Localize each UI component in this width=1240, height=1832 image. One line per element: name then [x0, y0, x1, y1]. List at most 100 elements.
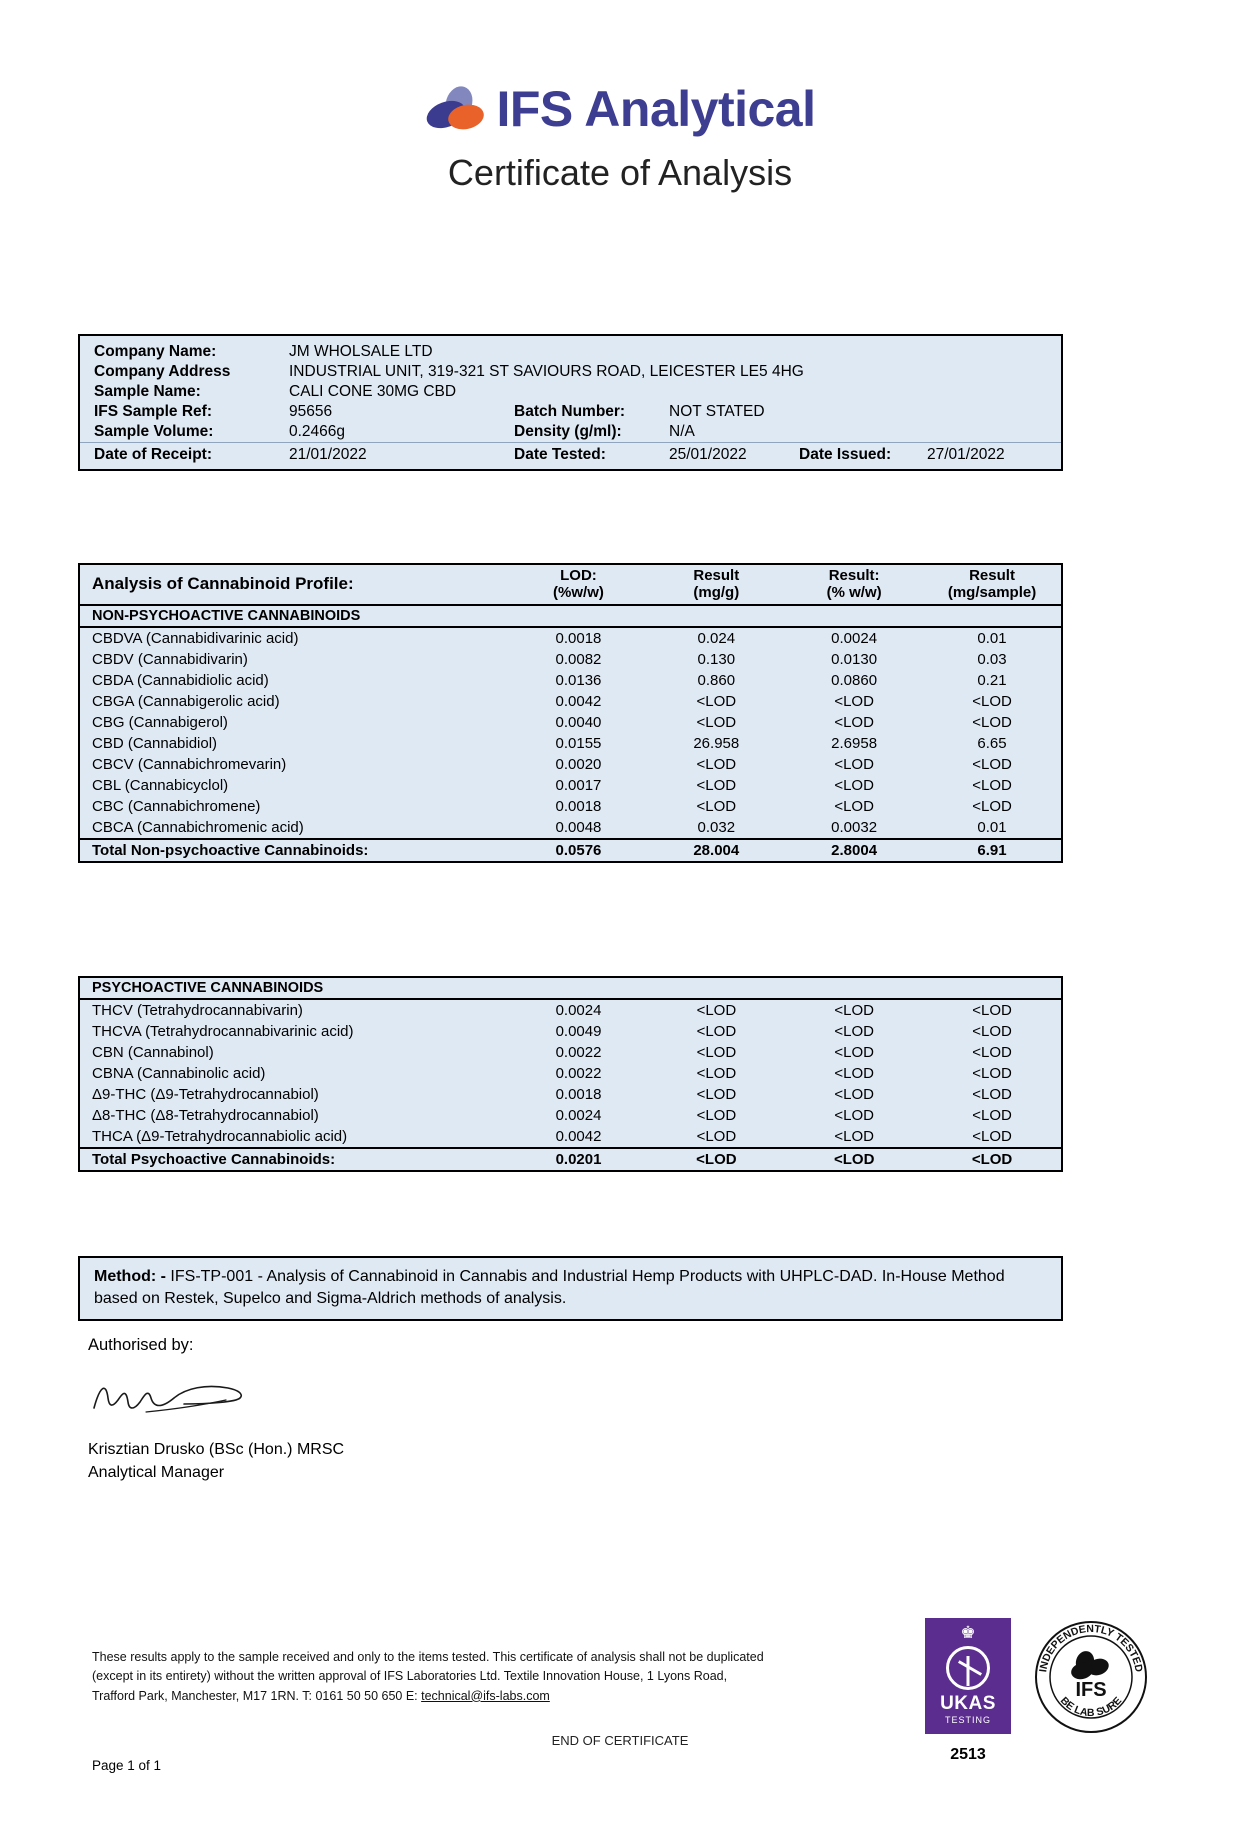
lod-value: 0.0136 [555, 671, 602, 689]
result-pct-value: <LOD [834, 755, 874, 773]
section-heading-non-psychoactive: NON-PSYCHOACTIVE CANNABINOIDS [80, 603, 1061, 628]
result-pct-value: <LOD [834, 1065, 875, 1082]
result-pct-value: <LOD [834, 1086, 875, 1103]
analyte-name: CBN (Cannabinol) [92, 1044, 214, 1061]
result-mgsample-value: 0.21 [977, 671, 1007, 689]
result-mgg-value: <LOD [696, 1128, 737, 1145]
table-row: Δ9-THC (Δ9-Tetrahydrocannabiol) 0.0018 <LO… [80, 1084, 1061, 1105]
result-pct-value: <LOD [834, 797, 874, 815]
column-header-mgsample-unit: (mg/sample) [947, 584, 1037, 602]
ifs-be-lab-sure-badge: INDEPENDENTLY TESTED BE LAB SURE IFS [1032, 1618, 1150, 1736]
lod-value: 0.0018 [555, 797, 602, 815]
info-row-sample-name: Sample Name: CALI CONE 30MG CBD [80, 382, 1061, 402]
section-heading-psychoactive: PSYCHOACTIVE CANNABINOIDS [80, 978, 1061, 1000]
result-pct-value: <LOD [834, 1128, 875, 1145]
date-tested-label: Date Tested: [514, 446, 606, 463]
result-mgg-value: 0.024 [697, 629, 736, 647]
result-pct-value: <LOD [834, 1044, 875, 1061]
table-row: CBD (Cannabidiol) 0.0155 26.958 2.6958 6.65 [80, 733, 1061, 754]
certificate-page: IFS Analytical Certificate of Analysis C… [0, 78, 1240, 1832]
analyte-name: CBCA (Cannabichromenic acid) [92, 818, 304, 836]
table-row: CBDA (Cannabidiolic acid) 0.0136 0.860 0.08… [80, 670, 1061, 691]
info-row-sample-ref: IFS Sample Ref: 95656 Batch Number: NOT … [80, 402, 1061, 422]
authorised-by-label: Authorised by: [88, 1336, 194, 1354]
result-pct-value: <LOD [834, 1107, 875, 1124]
total-row-psychoactive: Total Psychoactive Cannabinoids: 0.0201 … [80, 1147, 1061, 1170]
column-header-mgg: Result (mg/g) [647, 565, 785, 605]
result-mgg-value: 0.860 [697, 671, 736, 689]
batch-number-label: Batch Number: [514, 403, 626, 420]
result-pct-value: 0.0032 [831, 818, 878, 836]
ukas-symbol-icon [946, 1646, 990, 1690]
column-header-pct-top: Result: [828, 567, 880, 584]
ukas-accreditation-logo: ♚ UKAS TESTING [925, 1618, 1011, 1734]
result-mgsample-value: <LOD [972, 1065, 1012, 1082]
analyte-name: CBCV (Cannabichromevarin) [92, 755, 287, 773]
analyte-name: CBDVA (Cannabidivarinic acid) [92, 629, 299, 647]
analyte-name: CBDA (Cannabidiolic acid) [92, 671, 269, 689]
info-row-dates: Date of Receipt: 21/01/2022 Date Tested:… [80, 442, 1061, 465]
lod-value: 0.0018 [555, 629, 602, 647]
table-row: CBCV (Cannabichromevarin) 0.0020 <LOD <LOD <… [80, 754, 1061, 775]
table-row: Δ8-THC (Δ8-Tetrahydrocannabiol) 0.0024 <LO… [80, 1105, 1061, 1126]
result-mgg-value: 26.958 [693, 734, 740, 752]
signatory-name: Krisztian Drusko (BSc (Hon.) MRSC [88, 1441, 345, 1458]
date-receipt-label: Date of Receipt: [94, 446, 212, 463]
result-mgsample-value: <LOD [972, 1086, 1012, 1103]
lod-value: 0.0022 [555, 1065, 602, 1082]
table-row: CBL (Cannabicyclol) 0.0017 <LOD <LOD <LOD [80, 775, 1061, 796]
result-mgsample-value: 0.01 [977, 629, 1007, 647]
date-issued-value: 27/01/2022 [927, 446, 1005, 463]
result-mgsample-value: <LOD [972, 755, 1012, 773]
table-row: CBG (Cannabigerol) 0.0040 <LOD <LOD <LOD [80, 712, 1061, 733]
lod-value: 0.0022 [555, 1044, 602, 1061]
ukas-accreditation-number: 2513 [950, 1746, 986, 1763]
total-row-non-psychoactive: Total Non-psychoactive Cannabinoids: 0.0… [80, 837, 1061, 861]
lod-value: 0.0018 [555, 1086, 602, 1103]
lod-value: 0.0082 [555, 650, 602, 668]
result-mgsample-value: <LOD [972, 713, 1012, 731]
result-mgsample-value: 0.03 [977, 650, 1007, 668]
analyte-name: CBG (Cannabigerol) [92, 713, 228, 731]
sample-name-label: Sample Name: [94, 383, 201, 400]
table-row: CBGA (Cannabigerolic acid) 0.0042 <LOD <LOD… [80, 691, 1061, 712]
result-pct-value: 0.0860 [831, 671, 878, 689]
brand-name: IFS Analytical [496, 81, 816, 137]
result-mgsample-value: 6.65 [977, 734, 1007, 752]
company-name-label: Company Name: [94, 343, 217, 360]
analyte-name: CBL (Cannabicyclol) [92, 776, 229, 794]
result-mgg-value: 0.130 [697, 650, 736, 668]
method-box: Method: - IFS-TP-001 - Analysis of Canna… [78, 1256, 1063, 1322]
method-text: IFS-TP-001 - Analysis of Cannabinoid in … [94, 1268, 1005, 1307]
lod-value: 0.0155 [555, 734, 602, 752]
result-mgg-value: <LOD [696, 1065, 737, 1082]
result-mgg-value: <LOD [696, 755, 737, 773]
sample-ref-value: 95656 [289, 403, 333, 420]
date-issued-label: Date Issued: [799, 446, 892, 463]
table-row: THCV (Tetrahydrocannabivarin) 0.0024 <LOD <… [80, 999, 1061, 1021]
info-row-company-address: Company Address INDUSTRIAL UNIT, 319-321… [80, 362, 1061, 382]
column-header-pct-unit: (% w/w) [826, 584, 882, 602]
result-mgsample-value: <LOD [972, 1107, 1012, 1124]
date-tested-value: 25/01/2022 [669, 446, 747, 463]
lod-value: 0.0024 [555, 1107, 602, 1124]
result-mgg-value: <LOD [696, 692, 737, 710]
column-header-lod: LOD: (%w/w) [510, 565, 648, 605]
page-number: Page 1 of 1 [92, 1758, 162, 1773]
result-mgg-value: <LOD [696, 713, 737, 731]
results-header-row: Analysis of Cannabinoid Profile: LOD: (%… [80, 565, 1061, 605]
date-receipt-value: 21/01/2022 [289, 446, 367, 463]
table-row: CBNA (Cannabinolic acid) 0.0022 <LOD <LOD <L… [80, 1063, 1061, 1084]
analyte-name: CBGA (Cannabigerolic acid) [92, 692, 280, 710]
badge-center-text: IFS [1075, 1679, 1106, 1701]
result-pct-value: <LOD [834, 1023, 875, 1040]
result-mgg-value: <LOD [696, 1002, 737, 1019]
sample-volume-value: 0.2466g [289, 423, 346, 440]
signatory-role: Analytical Manager [88, 1464, 225, 1482]
footer-email-link[interactable]: technical@ifs-labs.com [421, 1688, 550, 1703]
table-row: THCA (Δ9-Tetrahydrocannabiolic acid) 0.00… [80, 1126, 1061, 1148]
result-mgg-value: <LOD [696, 776, 737, 794]
result-mgsample-value: <LOD [972, 1023, 1012, 1040]
signatory-block: Krisztian Drusko (BSc (Hon.) MRSC Analyt… [88, 1438, 344, 1484]
method-label: Method: - [94, 1268, 166, 1285]
